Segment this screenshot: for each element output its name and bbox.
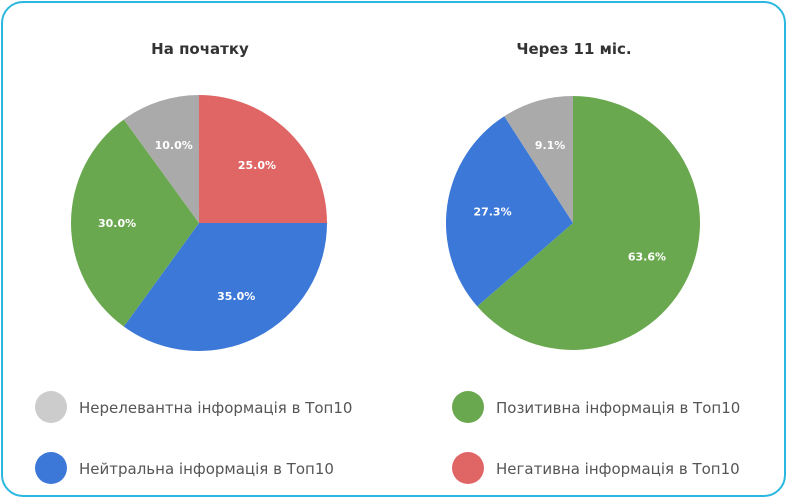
pie-left-slice-3 [123,95,199,223]
chart-title-left: На початку [151,40,249,58]
legend-item-neutral: Нейтральна інформація в Топ10 [35,452,369,484]
pie-left-slice-label-0: 25.0% [238,159,276,172]
legend-item-irrelevant: Нерелевантна інформація в Топ10 [35,391,369,423]
legend-label-negative: Негативна інформація в Топ10 [496,460,740,478]
pie-left-slice-label-3: 10.0% [155,139,193,152]
pie-left-slice-1 [123,223,327,351]
chart-title-right: Через 11 міс. [516,40,632,58]
legend-swatch-negative [452,452,484,484]
pie-left-slice-label-1: 35.0% [217,290,255,303]
legend-swatch-neutral [35,452,67,484]
legend-label-positive: Позитивна інформація в Топ10 [496,399,741,417]
legend-swatch-positive [452,391,484,423]
pie-left-slice-2 [70,119,199,327]
legend-item-positive: Позитивна інформація в Топ10 [452,391,746,423]
pie-left-slice-label-2: 30.0% [98,217,136,230]
pie-left-slice-0 [199,95,327,223]
legend-label-neutral: Нейтральна інформація в Топ10 [79,460,334,478]
legend-swatch-irrelevant [35,391,67,423]
legend-label-irrelevant: Нерелевантна інформація в Топ10 [79,399,353,417]
legend-item-negative: Негативна інформація в Топ10 [452,452,786,484]
